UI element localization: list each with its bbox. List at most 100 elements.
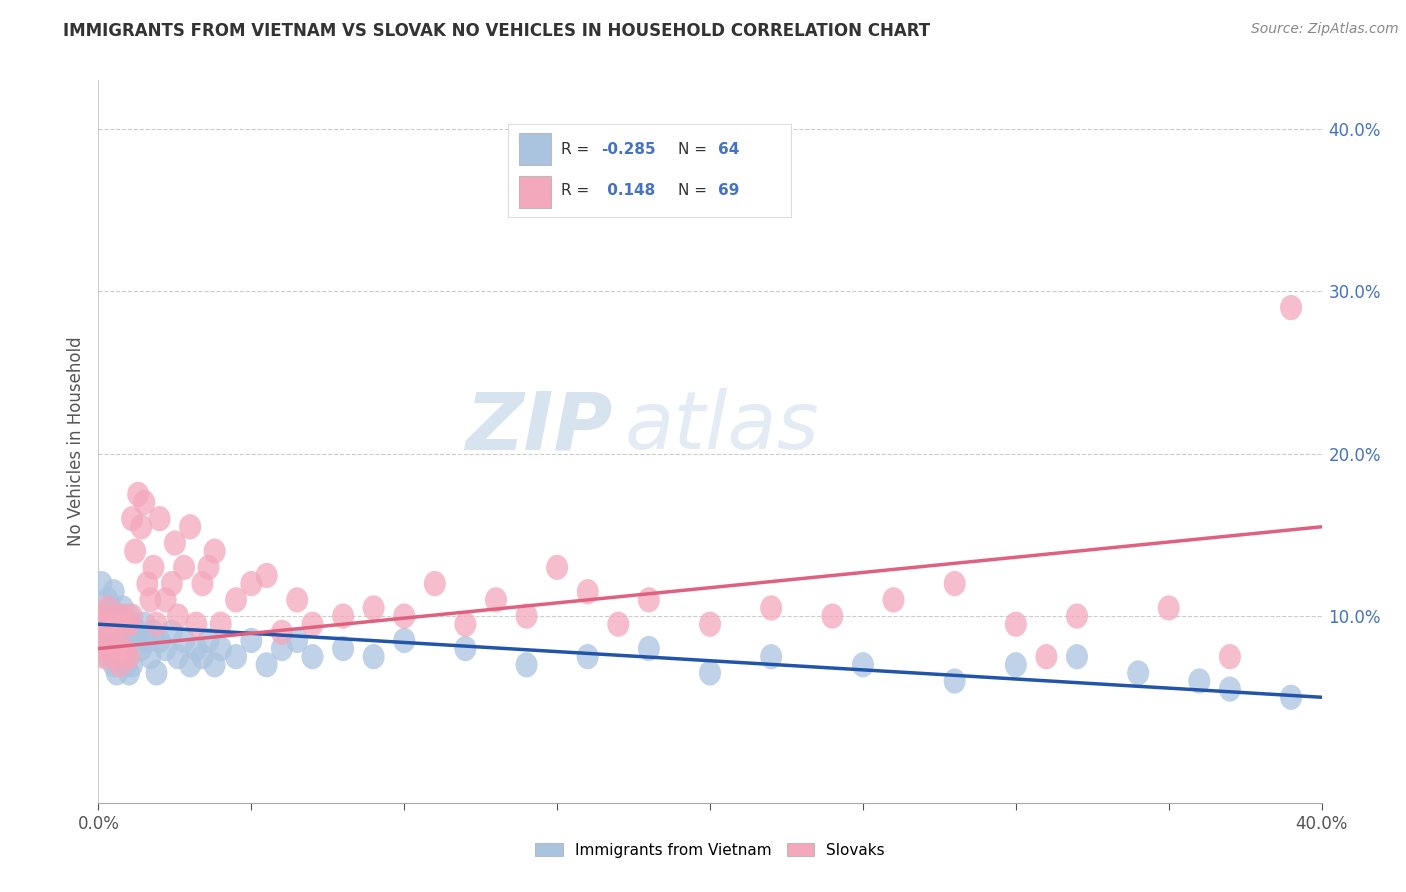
Ellipse shape xyxy=(225,587,247,613)
Ellipse shape xyxy=(516,603,537,629)
Ellipse shape xyxy=(186,636,207,661)
Ellipse shape xyxy=(761,595,782,621)
Ellipse shape xyxy=(167,644,188,669)
Ellipse shape xyxy=(186,612,207,637)
Ellipse shape xyxy=(197,628,219,653)
Ellipse shape xyxy=(94,612,115,637)
Ellipse shape xyxy=(301,644,323,669)
Ellipse shape xyxy=(1188,668,1211,694)
Ellipse shape xyxy=(209,612,232,637)
Text: ZIP: ZIP xyxy=(465,388,612,467)
Ellipse shape xyxy=(115,620,136,645)
Ellipse shape xyxy=(191,571,214,596)
Ellipse shape xyxy=(112,603,134,629)
Ellipse shape xyxy=(90,636,112,661)
Ellipse shape xyxy=(1279,685,1302,710)
Ellipse shape xyxy=(852,652,875,677)
Ellipse shape xyxy=(121,652,143,677)
Ellipse shape xyxy=(139,644,162,669)
Ellipse shape xyxy=(108,644,131,669)
Ellipse shape xyxy=(103,612,125,637)
Ellipse shape xyxy=(115,652,136,677)
Ellipse shape xyxy=(332,603,354,629)
Ellipse shape xyxy=(454,636,477,661)
Ellipse shape xyxy=(127,620,149,645)
Ellipse shape xyxy=(256,652,277,677)
Text: -0.285: -0.285 xyxy=(602,142,657,157)
Ellipse shape xyxy=(1066,644,1088,669)
Ellipse shape xyxy=(103,579,125,605)
Ellipse shape xyxy=(287,628,308,653)
Ellipse shape xyxy=(943,668,966,694)
Ellipse shape xyxy=(1035,644,1057,669)
Text: N =: N = xyxy=(678,184,707,199)
Ellipse shape xyxy=(394,628,415,653)
Ellipse shape xyxy=(607,612,630,637)
Ellipse shape xyxy=(1005,652,1026,677)
Ellipse shape xyxy=(638,587,659,613)
Ellipse shape xyxy=(576,579,599,605)
Ellipse shape xyxy=(1219,644,1241,669)
Ellipse shape xyxy=(118,644,141,669)
Ellipse shape xyxy=(301,612,323,637)
Ellipse shape xyxy=(149,628,170,653)
Ellipse shape xyxy=(115,644,136,669)
Ellipse shape xyxy=(118,612,141,637)
Text: N =: N = xyxy=(678,142,707,157)
Ellipse shape xyxy=(97,595,118,621)
Ellipse shape xyxy=(485,587,508,613)
Ellipse shape xyxy=(90,571,112,596)
Ellipse shape xyxy=(454,612,477,637)
Ellipse shape xyxy=(108,612,131,637)
Ellipse shape xyxy=(97,628,118,653)
Ellipse shape xyxy=(883,587,904,613)
Ellipse shape xyxy=(136,628,159,653)
Ellipse shape xyxy=(94,628,115,653)
Ellipse shape xyxy=(127,482,149,507)
Ellipse shape xyxy=(165,531,186,556)
Ellipse shape xyxy=(173,628,195,653)
Ellipse shape xyxy=(94,644,115,669)
Ellipse shape xyxy=(145,612,167,637)
Ellipse shape xyxy=(240,571,263,596)
Ellipse shape xyxy=(118,603,141,629)
Ellipse shape xyxy=(97,644,118,669)
Ellipse shape xyxy=(105,603,128,629)
Ellipse shape xyxy=(394,603,415,629)
Ellipse shape xyxy=(108,603,131,629)
Ellipse shape xyxy=(94,603,115,629)
Ellipse shape xyxy=(943,571,966,596)
Ellipse shape xyxy=(160,620,183,645)
Ellipse shape xyxy=(204,539,225,564)
Ellipse shape xyxy=(100,620,122,645)
Ellipse shape xyxy=(638,636,659,661)
Ellipse shape xyxy=(1005,612,1026,637)
Text: 64: 64 xyxy=(717,142,740,157)
Ellipse shape xyxy=(209,636,232,661)
Ellipse shape xyxy=(136,571,159,596)
Ellipse shape xyxy=(699,660,721,686)
Ellipse shape xyxy=(139,587,162,613)
Ellipse shape xyxy=(90,620,112,645)
Ellipse shape xyxy=(90,603,112,629)
Ellipse shape xyxy=(240,628,263,653)
Text: 69: 69 xyxy=(717,184,740,199)
Ellipse shape xyxy=(108,652,131,677)
Ellipse shape xyxy=(131,514,152,540)
Text: R =: R = xyxy=(561,184,589,199)
Ellipse shape xyxy=(134,490,155,515)
Ellipse shape xyxy=(167,603,188,629)
Ellipse shape xyxy=(121,612,143,637)
Ellipse shape xyxy=(160,571,183,596)
Ellipse shape xyxy=(155,587,177,613)
Ellipse shape xyxy=(121,506,143,532)
Text: IMMIGRANTS FROM VIETNAM VS SLOVAK NO VEHICLES IN HOUSEHOLD CORRELATION CHART: IMMIGRANTS FROM VIETNAM VS SLOVAK NO VEH… xyxy=(63,22,931,40)
Ellipse shape xyxy=(204,652,225,677)
Ellipse shape xyxy=(576,644,599,669)
Ellipse shape xyxy=(105,636,128,661)
Ellipse shape xyxy=(699,612,721,637)
Text: R =: R = xyxy=(561,142,589,157)
Ellipse shape xyxy=(105,660,128,686)
Ellipse shape xyxy=(1066,603,1088,629)
Ellipse shape xyxy=(179,514,201,540)
